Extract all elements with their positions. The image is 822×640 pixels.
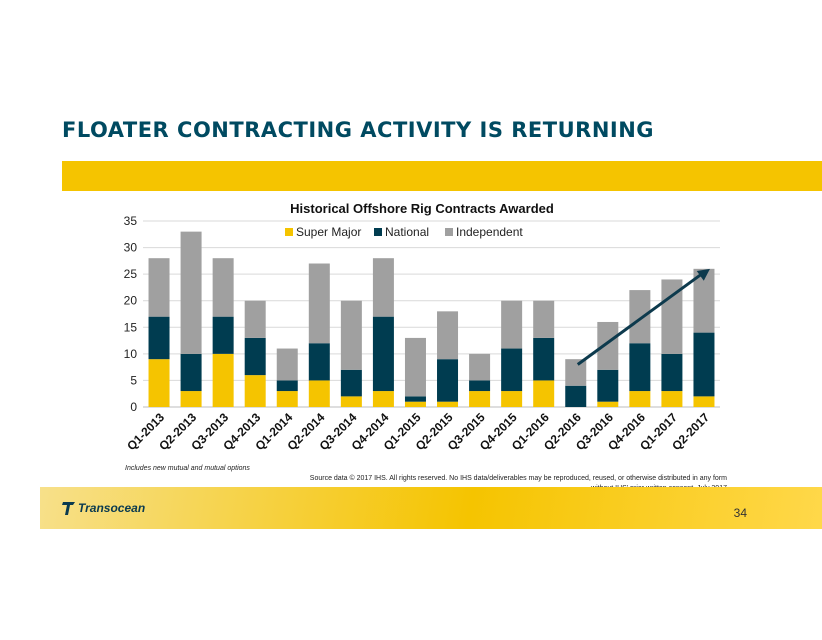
- y-tick-label: 25: [124, 267, 138, 281]
- y-tick-label: 35: [124, 214, 138, 228]
- page-number: 34: [733, 506, 747, 520]
- bar-segment: [308, 263, 330, 344]
- y-axis: 0 5 10 15 20 25 30 35: [124, 214, 138, 414]
- bar-segment: [693, 332, 715, 397]
- bar-segment: [180, 391, 202, 407]
- logo-text: Transocean: [78, 501, 146, 515]
- bar-segment: [661, 353, 683, 392]
- bar-segment: [340, 396, 362, 407]
- trend-arrow: [576, 268, 710, 366]
- footnote: Includes new mutual and mutual options: [125, 465, 250, 472]
- bar-segment: [597, 369, 619, 402]
- bars: [148, 231, 715, 407]
- bar-segment: [276, 391, 298, 407]
- legend-label: National: [385, 225, 429, 239]
- bar-segment: [597, 321, 619, 370]
- footer-band: [40, 487, 822, 529]
- bar-segment: [565, 359, 587, 386]
- bar-segment: [244, 300, 266, 338]
- bar-segment: [276, 348, 298, 381]
- bar-segment: [212, 353, 234, 407]
- bar-segment: [244, 375, 266, 407]
- y-tick-label: 30: [124, 241, 138, 255]
- bar-segment: [501, 348, 523, 392]
- bar-segment: [693, 268, 715, 333]
- y-tick-label: 0: [130, 400, 137, 414]
- bar-segment: [340, 300, 362, 370]
- bar-segment: [180, 353, 202, 392]
- bar-segment: [148, 359, 170, 407]
- transocean-logo: Transocean: [62, 500, 145, 516]
- bar-segment: [180, 231, 202, 354]
- legend-swatch: [445, 228, 453, 236]
- bar-segment: [372, 316, 394, 392]
- bar-segment: [404, 337, 426, 397]
- bar-segment: [533, 380, 555, 407]
- bar-segment: [629, 391, 651, 407]
- bar-segment: [629, 343, 651, 392]
- bar-segment: [244, 337, 266, 376]
- bar-segment: [661, 391, 683, 407]
- bar-segment: [693, 396, 715, 407]
- bar-segment: [469, 391, 491, 407]
- bar-segment: [565, 385, 587, 407]
- legend-swatch: [374, 228, 382, 236]
- bar-segment: [404, 396, 426, 402]
- trend-arrow-line: [576, 272, 703, 366]
- chart-title: Historical Offshore Rig Contracts Awarde…: [290, 201, 554, 216]
- transocean-logo-icon: [62, 502, 75, 515]
- bar-segment: [501, 391, 523, 407]
- bar-segment: [533, 300, 555, 338]
- bar-segment: [212, 258, 234, 317]
- bar-segment: [597, 401, 619, 407]
- bar-segment: [404, 401, 426, 407]
- y-tick-label: 15: [124, 320, 138, 334]
- legend-swatch: [285, 228, 293, 236]
- title-band: [62, 161, 822, 191]
- gridlines: [143, 220, 720, 408]
- bar-segment: [340, 369, 362, 397]
- y-tick-label: 10: [124, 347, 138, 361]
- bar-segment: [501, 300, 523, 349]
- bar-segment: [437, 401, 459, 407]
- legend: Super Major National Independent: [285, 225, 523, 239]
- bar-segment: [148, 316, 170, 360]
- bar-segment: [308, 380, 330, 407]
- bar-segment: [308, 343, 330, 381]
- bar-segment: [437, 359, 459, 402]
- bar-segment: [469, 380, 491, 392]
- bar-segment: [469, 353, 491, 381]
- y-tick-label: 5: [130, 373, 137, 387]
- legend-label: Independent: [456, 225, 523, 239]
- trend-arrow-head: [696, 268, 710, 281]
- bar-segment: [212, 316, 234, 354]
- slide-title: FLOATER CONTRACTING ACTIVITY IS RETURNIN…: [62, 118, 655, 142]
- bar-segment: [148, 258, 170, 317]
- bar-segment: [533, 337, 555, 381]
- y-tick-label: 20: [124, 294, 138, 308]
- bar-segment: [437, 311, 459, 360]
- bar-segment: [629, 290, 651, 344]
- bar-segment: [372, 391, 394, 407]
- bar-segment: [276, 380, 298, 392]
- legend-label: Super Major: [296, 225, 361, 239]
- x-axis: Q1-2013Q2-2013Q3-2013Q4-2013Q1-2014Q2-20…: [124, 410, 712, 453]
- bar-segment: [372, 258, 394, 317]
